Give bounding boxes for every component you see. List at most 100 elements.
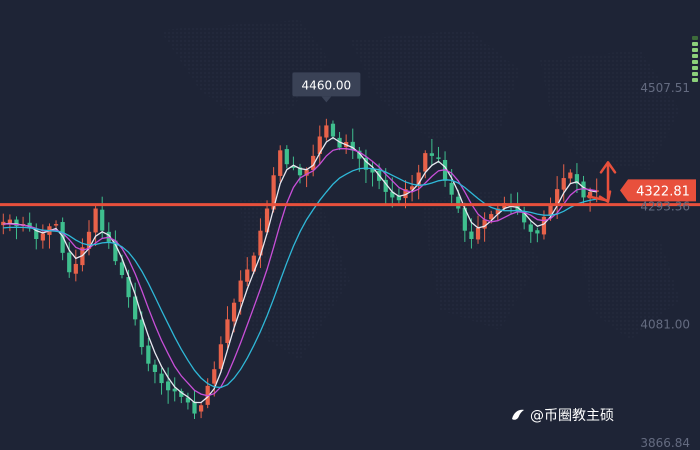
candle-body: [291, 166, 296, 168]
candle[interactable]: [475, 215, 481, 244]
candle[interactable]: [528, 220, 533, 243]
candle-body: [522, 211, 527, 223]
candle[interactable]: [568, 169, 573, 184]
candle[interactable]: [317, 125, 322, 164]
candle[interactable]: [357, 147, 362, 172]
candle[interactable]: [304, 167, 309, 188]
high-marker-label: 4460.00: [302, 78, 352, 92]
candle[interactable]: [159, 368, 164, 395]
candle-body: [423, 153, 428, 172]
candle[interactable]: [212, 361, 217, 397]
candle[interactable]: [152, 359, 158, 384]
candle[interactable]: [330, 120, 336, 140]
candle-body: [515, 205, 520, 212]
candle[interactable]: [436, 146, 441, 163]
candle[interactable]: [7, 214, 12, 232]
current-price-label: 4322.81: [636, 184, 690, 199]
candle-body: [574, 174, 580, 184]
candle[interactable]: [133, 282, 138, 326]
candle-body: [172, 388, 177, 392]
candle[interactable]: [198, 402, 204, 419]
candle[interactable]: [67, 242, 72, 278]
candle-body: [113, 240, 118, 262]
candle[interactable]: [469, 218, 474, 249]
candle-body: [271, 175, 276, 210]
candle[interactable]: [166, 367, 171, 404]
candle[interactable]: [482, 212, 487, 242]
candle[interactable]: [40, 224, 45, 249]
tooltip-box: [292, 72, 361, 97]
candle-body: [594, 190, 599, 192]
candle-body: [535, 230, 540, 234]
candle[interactable]: [337, 131, 342, 151]
candle[interactable]: [522, 206, 527, 230]
candle[interactable]: [429, 138, 434, 167]
candle-body: [568, 172, 573, 179]
candle[interactable]: [363, 149, 369, 184]
candle[interactable]: [218, 336, 223, 373]
signal-meter-icon: [692, 36, 698, 86]
candle[interactable]: [581, 175, 586, 204]
candle[interactable]: [324, 118, 329, 141]
candle-body: [588, 191, 593, 199]
candle-body: [495, 208, 500, 215]
candle[interactable]: [416, 164, 421, 200]
candle[interactable]: [139, 311, 144, 355]
candle[interactable]: [86, 220, 92, 256]
candle[interactable]: [555, 176, 560, 219]
candle-body: [363, 157, 369, 170]
candle-body: [403, 189, 408, 199]
candle[interactable]: [225, 306, 230, 349]
candle[interactable]: [73, 249, 78, 282]
candle-body: [561, 178, 566, 190]
candle-body: [139, 319, 144, 348]
candle-body: [212, 369, 217, 384]
candle-body: [278, 150, 283, 176]
candle-body: [198, 405, 204, 412]
candle[interactable]: [278, 145, 283, 182]
ma-slow-line: [3, 167, 597, 389]
candle-body: [264, 208, 270, 233]
candle[interactable]: [245, 257, 250, 287]
candle[interactable]: [258, 218, 263, 268]
candle-body: [86, 231, 92, 249]
candle[interactable]: [350, 128, 355, 159]
candle[interactable]: [93, 205, 98, 246]
candle[interactable]: [192, 390, 197, 420]
candle[interactable]: [284, 145, 289, 169]
candle[interactable]: [574, 163, 580, 193]
candle[interactable]: [34, 223, 39, 250]
ma-mid-line: [3, 148, 597, 397]
candle-body: [528, 224, 533, 232]
candle-body: [396, 195, 402, 201]
candle[interactable]: [535, 227, 540, 243]
candle[interactable]: [409, 174, 415, 202]
world-map-background: [160, 20, 680, 360]
candle[interactable]: [561, 164, 566, 202]
tooltip-pointer: [321, 96, 332, 103]
current-price-tag: 4322.81: [620, 179, 696, 202]
candle[interactable]: [113, 230, 118, 266]
candle[interactable]: [291, 156, 296, 171]
ma-fast-line: [3, 136, 597, 404]
candle[interactable]: [146, 337, 151, 372]
candle-body: [14, 219, 19, 227]
candle-body: [166, 381, 171, 391]
candle[interactable]: [185, 392, 191, 410]
candle[interactable]: [179, 388, 184, 404]
candle-body: [258, 230, 263, 256]
candle-body: [218, 344, 223, 369]
candle-body: [100, 209, 105, 231]
candle[interactable]: [449, 169, 454, 204]
bird-logo-icon: [512, 409, 524, 420]
candle-body: [225, 319, 230, 343]
candle-body: [152, 364, 158, 372]
candle[interactable]: [370, 161, 375, 187]
candle-body: [159, 373, 164, 384]
candle[interactable]: [297, 163, 303, 184]
candle[interactable]: [172, 377, 177, 402]
candle-body: [436, 157, 441, 159]
candle[interactable]: [495, 203, 500, 222]
